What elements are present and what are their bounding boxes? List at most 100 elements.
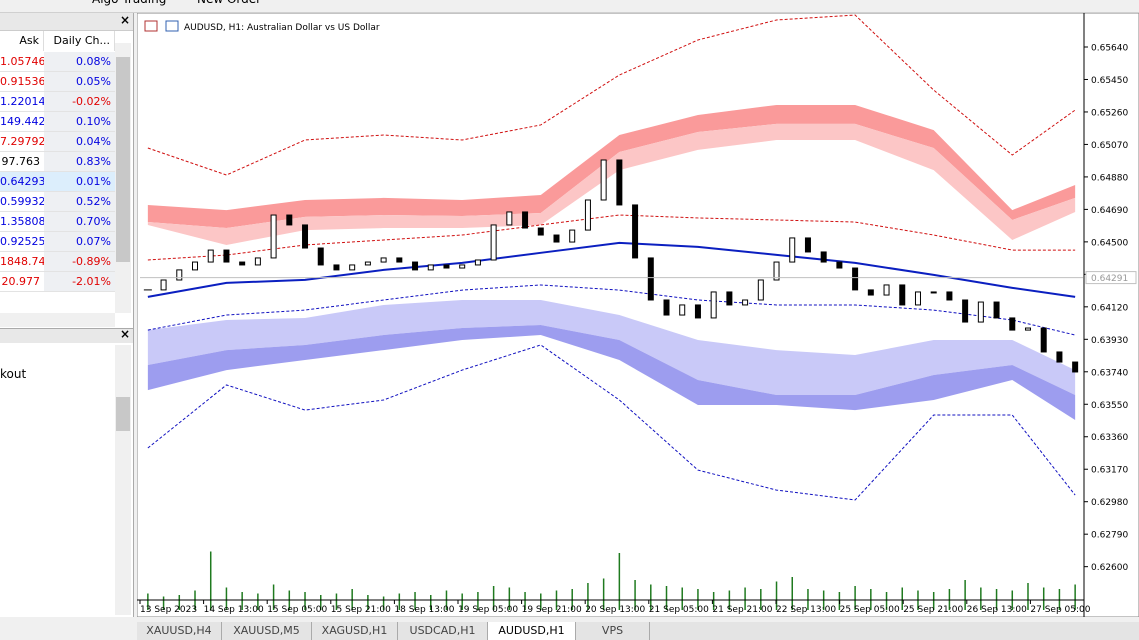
change-cell[interactable]: 0.83% bbox=[44, 152, 115, 172]
candle bbox=[694, 304, 701, 319]
change-cell[interactable]: 0.70% bbox=[44, 212, 115, 232]
change-cell[interactable]: -0.02% bbox=[44, 92, 115, 112]
candle bbox=[569, 229, 576, 243]
candle bbox=[349, 264, 356, 271]
candle bbox=[427, 264, 434, 271]
y-tick-label: 0.65070 bbox=[1091, 141, 1128, 151]
y-tick-label: 0.64120 bbox=[1091, 303, 1128, 313]
ask-cell[interactable]: 20.977 bbox=[0, 272, 44, 292]
current-price-label: 0.64291 bbox=[1091, 274, 1128, 284]
symbol-icon bbox=[165, 20, 179, 32]
candle bbox=[616, 159, 623, 206]
ask-cell[interactable]: 0.91536 bbox=[0, 72, 46, 92]
x-tick-label: 19 Sep 21:00 bbox=[522, 605, 582, 615]
candle bbox=[176, 269, 183, 281]
candle bbox=[270, 214, 277, 259]
candle bbox=[930, 291, 937, 294]
candle bbox=[223, 249, 230, 263]
ask-cell[interactable]: 0.64293 bbox=[0, 172, 46, 192]
candle bbox=[333, 264, 340, 271]
change-cell[interactable]: 0.52% bbox=[44, 192, 115, 212]
change-cell[interactable]: 0.08% bbox=[44, 52, 115, 72]
candle bbox=[506, 211, 513, 226]
change-cell[interactable]: 0.04% bbox=[44, 132, 115, 152]
x-tick-label: 14 Sep 13:00 bbox=[204, 605, 264, 615]
ask-cell[interactable]: 1.35808 bbox=[0, 212, 46, 232]
candle bbox=[852, 267, 859, 291]
candle bbox=[160, 279, 167, 291]
y-tick-label: 0.63930 bbox=[1091, 336, 1128, 346]
y-tick-label: 0.63170 bbox=[1091, 466, 1128, 476]
chart-tab[interactable]: USDCAD,H1 bbox=[398, 622, 488, 640]
x-tick-label: 21 Sep 05:00 bbox=[649, 605, 709, 615]
candle bbox=[192, 261, 199, 271]
toolbar-button[interactable]: Algo Trading bbox=[92, 0, 166, 6]
change-cell[interactable]: 0.01% bbox=[44, 172, 115, 192]
chart-icon bbox=[144, 20, 158, 32]
ask-cell[interactable]: 1.22014 bbox=[0, 92, 46, 112]
change-cell[interactable]: 0.10% bbox=[44, 112, 115, 132]
y-tick-label: 0.64690 bbox=[1091, 206, 1128, 216]
ask-cell[interactable]: 7.29792 bbox=[0, 132, 46, 152]
y-tick-label: 0.63740 bbox=[1091, 368, 1128, 378]
y-tick-label: 0.64880 bbox=[1091, 173, 1128, 183]
change-cell[interactable]: 0.07% bbox=[44, 232, 115, 252]
x-tick-label: 19 Sep 05:00 bbox=[458, 605, 518, 615]
y-tick-label: 0.65260 bbox=[1091, 108, 1128, 118]
ask-cell[interactable]: 0.59932 bbox=[0, 192, 46, 212]
scroll-thumb[interactable] bbox=[116, 397, 130, 431]
ask-cell[interactable]: 97.763 bbox=[0, 152, 44, 172]
chart-window: 0.65640 0.65450 0.65260 0.65070 0.64880 0.646… bbox=[137, 13, 1139, 617]
candle bbox=[757, 279, 764, 301]
close-button[interactable]: × bbox=[120, 13, 131, 27]
band-area bbox=[147, 104, 1076, 229]
candle bbox=[883, 284, 890, 296]
candle bbox=[820, 251, 827, 263]
ask-cell[interactable]: 1848.74 bbox=[0, 252, 46, 272]
chart-tab[interactable]: VPS bbox=[576, 622, 650, 640]
chart-tab[interactable]: AUDUSD,H1 bbox=[488, 622, 576, 640]
candle bbox=[710, 291, 717, 319]
band-area bbox=[147, 324, 1076, 420]
candle bbox=[286, 214, 293, 226]
chart-tab[interactable]: XAUUSD,M5 bbox=[222, 622, 312, 640]
candle bbox=[1040, 327, 1047, 353]
x-tick-label: 20 Sep 13:00 bbox=[585, 605, 645, 615]
candle bbox=[380, 257, 387, 263]
candle bbox=[993, 301, 1000, 319]
chart-tab[interactable]: XAUUSD,H4 bbox=[137, 622, 222, 640]
candle bbox=[239, 261, 246, 266]
change-cell[interactable]: 0.05% bbox=[44, 72, 115, 92]
ask-cell[interactable]: 0.92525 bbox=[0, 232, 46, 252]
h-scrollbar[interactable] bbox=[0, 313, 115, 327]
close-button[interactable]: × bbox=[120, 327, 131, 341]
panel-header bbox=[0, 329, 133, 343]
y-tick-label: 0.65450 bbox=[1091, 76, 1128, 86]
candle bbox=[600, 159, 607, 201]
candle bbox=[679, 304, 686, 316]
change-cell[interactable]: -0.89% bbox=[44, 252, 115, 272]
candle bbox=[647, 257, 654, 301]
band-area bbox=[147, 299, 1076, 396]
scroll-thumb[interactable] bbox=[116, 57, 130, 262]
ask-cell[interactable]: 149.442 bbox=[0, 112, 46, 132]
candle bbox=[804, 237, 811, 253]
change-cell[interactable]: -2.01% bbox=[44, 272, 115, 292]
ask-cell[interactable]: 1.05746 bbox=[0, 52, 46, 72]
y-tick-label: 0.63360 bbox=[1091, 433, 1128, 443]
candle bbox=[836, 261, 843, 269]
toolbar-button[interactable]: New Order bbox=[197, 0, 261, 6]
navigator-item[interactable]: kout bbox=[0, 367, 27, 381]
x-tick-label: 25 Sep 05:00 bbox=[840, 605, 900, 615]
candle bbox=[459, 264, 466, 269]
candle bbox=[254, 257, 261, 266]
candle bbox=[867, 289, 874, 296]
y-tick-label: 0.64500 bbox=[1091, 238, 1128, 248]
candle bbox=[1072, 361, 1079, 373]
candle bbox=[584, 199, 591, 231]
chart-tab[interactable]: XAGUSD,H1 bbox=[312, 622, 398, 640]
candle bbox=[773, 261, 780, 281]
scrollbar[interactable] bbox=[115, 345, 131, 615]
chart-tabs: XAUUSD,H4 XAUUSD,M5 XAGUSD,H1 USDCAD,H1 AUDU… bbox=[137, 622, 1139, 640]
candle bbox=[899, 284, 906, 306]
